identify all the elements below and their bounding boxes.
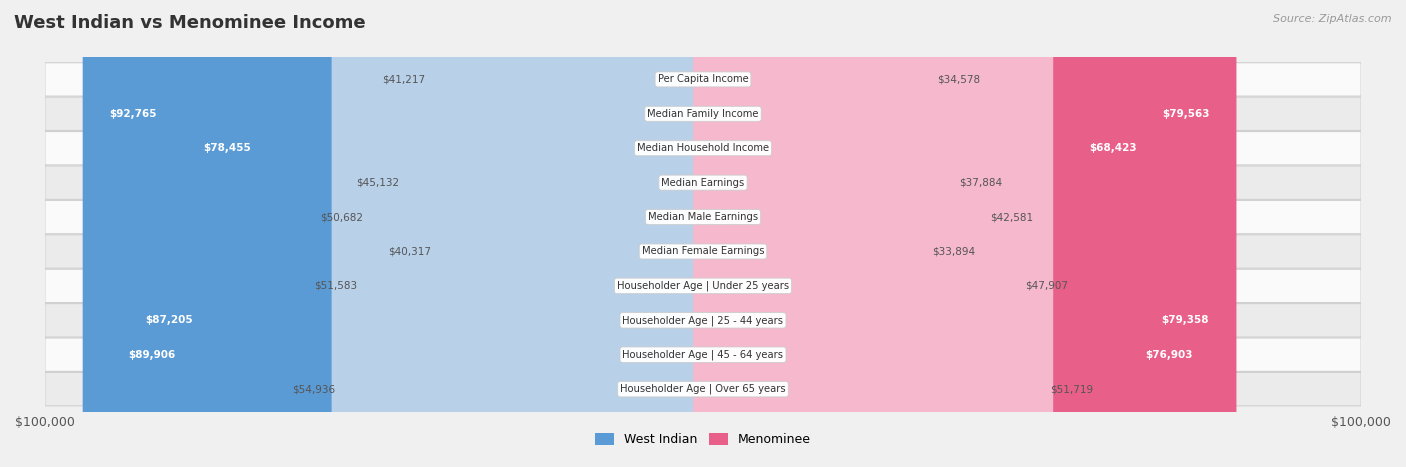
FancyBboxPatch shape — [45, 63, 1361, 96]
FancyBboxPatch shape — [45, 97, 1361, 130]
FancyBboxPatch shape — [45, 132, 1361, 165]
Text: $68,423: $68,423 — [1090, 143, 1137, 153]
Text: Per Capita Income: Per Capita Income — [658, 74, 748, 85]
Text: Source: ZipAtlas.com: Source: ZipAtlas.com — [1274, 14, 1392, 24]
FancyBboxPatch shape — [332, 0, 713, 467]
Text: $78,455: $78,455 — [204, 143, 250, 153]
Text: Householder Age | 45 - 64 years: Householder Age | 45 - 64 years — [623, 349, 783, 360]
Text: $51,719: $51,719 — [1050, 384, 1092, 394]
Legend: West Indian, Menominee: West Indian, Menominee — [589, 428, 817, 451]
Text: $76,903: $76,903 — [1144, 350, 1192, 360]
Text: $45,132: $45,132 — [356, 177, 399, 188]
FancyBboxPatch shape — [45, 200, 1361, 234]
FancyBboxPatch shape — [693, 0, 962, 467]
FancyBboxPatch shape — [45, 166, 1361, 199]
FancyBboxPatch shape — [693, 0, 941, 467]
Text: Householder Age | Over 65 years: Householder Age | Over 65 years — [620, 384, 786, 395]
FancyBboxPatch shape — [693, 0, 1053, 467]
FancyBboxPatch shape — [422, 0, 713, 467]
Text: $51,583: $51,583 — [314, 281, 357, 291]
FancyBboxPatch shape — [693, 0, 936, 467]
Text: $87,205: $87,205 — [146, 315, 193, 325]
FancyBboxPatch shape — [693, 0, 993, 467]
Text: $89,906: $89,906 — [128, 350, 176, 360]
FancyBboxPatch shape — [45, 269, 1361, 303]
FancyBboxPatch shape — [693, 0, 1234, 467]
Text: $33,894: $33,894 — [932, 247, 976, 256]
FancyBboxPatch shape — [396, 0, 713, 467]
Text: $79,358: $79,358 — [1161, 315, 1209, 325]
Text: Median Household Income: Median Household Income — [637, 143, 769, 153]
FancyBboxPatch shape — [120, 0, 713, 467]
Text: $34,578: $34,578 — [938, 74, 980, 85]
FancyBboxPatch shape — [101, 0, 713, 467]
FancyBboxPatch shape — [177, 0, 713, 467]
Text: $42,581: $42,581 — [990, 212, 1033, 222]
Text: West Indian vs Menominee Income: West Indian vs Menominee Income — [14, 14, 366, 32]
Text: Median Male Earnings: Median Male Earnings — [648, 212, 758, 222]
Text: $92,765: $92,765 — [110, 109, 156, 119]
FancyBboxPatch shape — [360, 0, 713, 467]
Text: $50,682: $50,682 — [321, 212, 363, 222]
FancyBboxPatch shape — [693, 0, 1236, 467]
FancyBboxPatch shape — [693, 0, 1163, 467]
FancyBboxPatch shape — [354, 0, 713, 467]
FancyBboxPatch shape — [45, 373, 1361, 406]
Text: Householder Age | Under 25 years: Householder Age | Under 25 years — [617, 281, 789, 291]
FancyBboxPatch shape — [45, 304, 1361, 337]
Text: $47,907: $47,907 — [1025, 281, 1067, 291]
FancyBboxPatch shape — [693, 0, 1028, 467]
Text: $37,884: $37,884 — [959, 177, 1002, 188]
Text: $40,317: $40,317 — [388, 247, 432, 256]
FancyBboxPatch shape — [693, 0, 1219, 467]
Text: $79,563: $79,563 — [1163, 109, 1211, 119]
Text: $41,217: $41,217 — [382, 74, 425, 85]
FancyBboxPatch shape — [427, 0, 713, 467]
Text: $54,936: $54,936 — [292, 384, 335, 394]
Text: Median Female Earnings: Median Female Earnings — [641, 247, 765, 256]
Text: Median Family Income: Median Family Income — [647, 109, 759, 119]
Text: Householder Age | 25 - 44 years: Householder Age | 25 - 44 years — [623, 315, 783, 325]
FancyBboxPatch shape — [45, 338, 1361, 371]
FancyBboxPatch shape — [83, 0, 713, 467]
FancyBboxPatch shape — [45, 235, 1361, 268]
Text: Median Earnings: Median Earnings — [661, 177, 745, 188]
